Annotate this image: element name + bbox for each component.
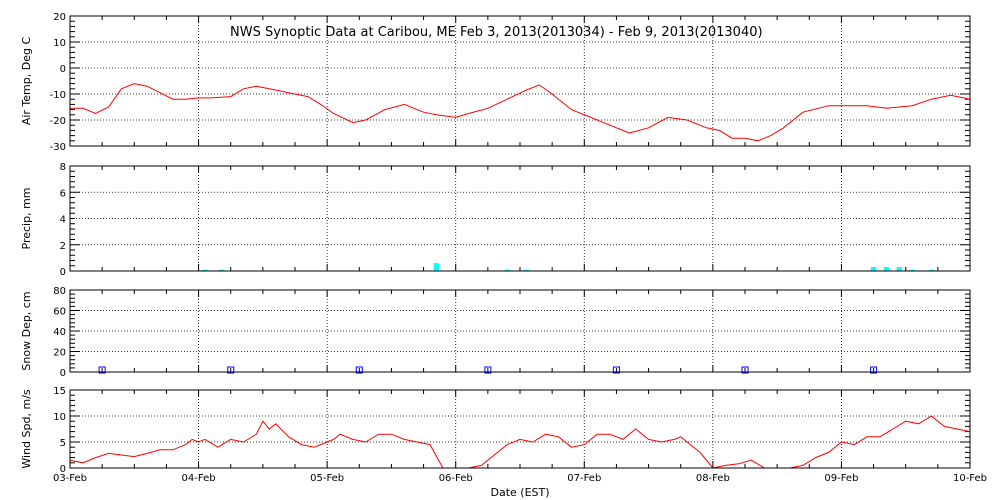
y-tick-label: 20 [53,348,66,359]
data-line [69,415,971,469]
precip-bar [896,267,902,271]
precip-bar [523,269,530,272]
snow-depth-point [227,366,235,374]
precip-bar [909,269,915,272]
y-tick-label: -30 [50,142,66,153]
chart-panels: -30 -20 -10 0 10 20 Air Temp, Deg C 0 2 4 6 8 Precip… [20,12,971,475]
snow-depth-point [870,366,878,374]
y-tick-label: 40 [53,327,66,338]
x-tick-label: 06-Feb [439,473,473,484]
x-tick-label: 04-Feb [182,473,216,484]
y-tick-label: 0 [60,464,66,475]
x-tick-label: 05-Feb [310,473,344,484]
y-tick-label: 2 [60,241,66,252]
x-tick-label: 09-Feb [824,473,858,484]
y-tick-label: 10 [53,38,66,49]
snow-depth-point [741,366,749,374]
panel-frame [69,289,971,373]
x-axis-label: Date (EST) [490,486,549,499]
snow-depth-point [484,366,492,374]
y-tick-label: 0 [60,267,66,278]
x-tick-label: 07-Feb [567,473,601,484]
x-tick-label: 08-Feb [696,473,730,484]
y-tick-label: 20 [53,12,66,23]
panel-frame [69,15,971,147]
precip-bar [883,267,890,271]
panel-4: 0 5 10 15 Wind Spd, m/s [20,386,971,475]
snow-depth-point [98,366,106,374]
panel-frame [69,389,971,469]
y-tick-label: 5 [60,438,66,449]
data-line [70,83,971,142]
y-tick-label: 10 [53,412,66,423]
panel-2: 0 2 4 6 8 Precip, mm [20,162,971,278]
chart-title: NWS Synoptic Data at Caribou, ME Feb 3, … [230,25,763,40]
y-tick-label: 15 [53,386,66,397]
snow-depth-point [612,366,620,374]
x-tick-label: 03-Feb [53,473,87,484]
precip-bar [219,269,225,272]
y-tick-label: 0 [60,368,66,379]
y-tick-label: -10 [50,90,66,101]
precip-bar [504,269,510,272]
y-axis-label: Snow Dep, cm [20,291,33,370]
y-tick-label: 8 [60,162,66,173]
y-tick-label: 0 [60,64,66,75]
precip-bar [433,263,440,271]
y-tick-label: 4 [60,215,66,226]
x-tick-label: 10-Feb [953,473,987,484]
panel-3: 0 20 40 60 80 Snow Dep, cm [20,286,971,379]
panel-1: -30 -20 -10 0 10 20 Air Temp, Deg C [20,12,971,153]
y-tick-label: 60 [53,307,66,318]
snow-depth-point [355,366,363,374]
y-axis-label: Air Temp, Deg C [20,37,33,126]
y-tick-label: -20 [50,116,66,127]
y-tick-label: 6 [60,188,66,199]
x-tick-labels: 03-Feb 04-Feb 05-Feb 06-Feb 07-Feb 08-Feb 09-F… [53,473,987,484]
panel-frame [69,165,971,272]
precip-bar [928,269,935,272]
precip-bar [870,267,877,271]
y-axis-label: Wind Spd, m/s [20,389,33,469]
y-tick-label: 80 [53,286,66,297]
y-axis-label: Precip, mm [20,188,33,250]
precip-bar [202,269,208,272]
